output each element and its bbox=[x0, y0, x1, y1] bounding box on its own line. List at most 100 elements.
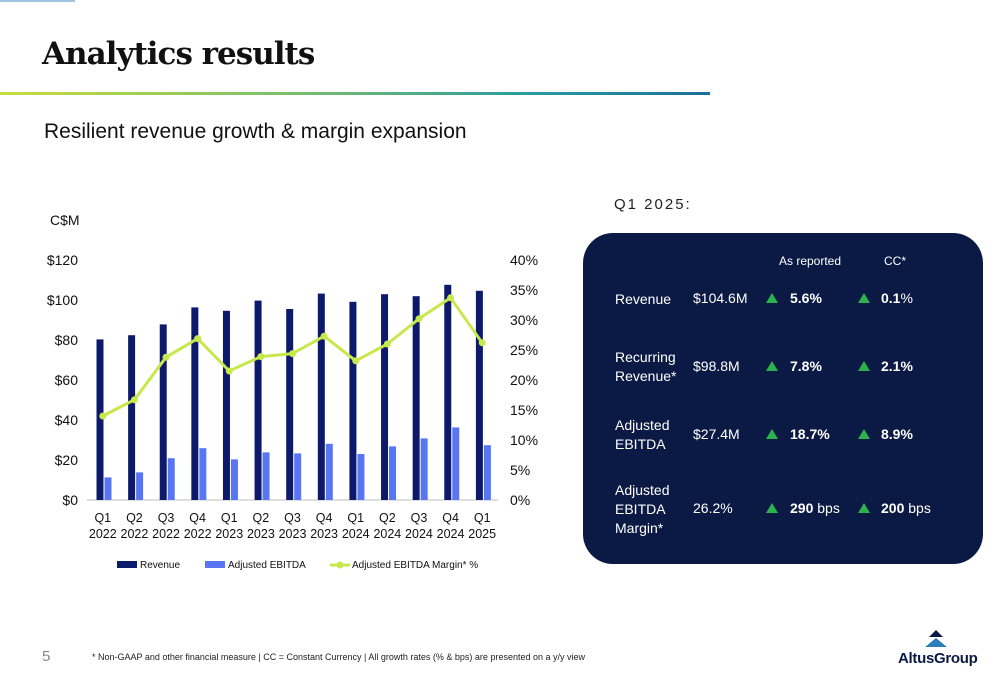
x-axis-tick-label: 2022 bbox=[89, 527, 117, 541]
revenue-bar bbox=[191, 307, 199, 500]
kpi-period-label: Q1 2025: bbox=[614, 196, 692, 213]
x-axis-tick-label: Q1 bbox=[221, 511, 238, 525]
right-axis-tick-label: 40% bbox=[510, 252, 538, 268]
x-axis-tick-label: Q4 bbox=[189, 511, 206, 525]
right-axis-tick-label: 20% bbox=[510, 372, 538, 388]
kpi-col-as-reported: As reported bbox=[779, 254, 842, 268]
adjusted-ebitda-bar bbox=[104, 477, 112, 500]
left-axis-tick-label: $40 bbox=[55, 412, 79, 428]
revenue-bar bbox=[159, 324, 167, 500]
adjusted-ebitda-margin-point bbox=[130, 396, 138, 404]
x-axis-tick-label: Q1 bbox=[94, 511, 111, 525]
adjusted-ebitda-bar bbox=[389, 446, 397, 500]
revenue-bar bbox=[128, 335, 136, 500]
up-arrow-icon bbox=[766, 503, 778, 513]
kpi-value-adjusted-ebitda: $27.4M bbox=[693, 426, 740, 442]
x-axis-tick-label: 2024 bbox=[437, 527, 465, 541]
kpi-panel: As reported CC* Revenue $104.6M 5.6% 0.1… bbox=[583, 233, 983, 564]
x-axis-tick-label: 2022 bbox=[184, 527, 212, 541]
kpi-col-cc: CC* bbox=[884, 254, 907, 268]
kpi-value-recurring-revenue: $98.8M bbox=[693, 358, 740, 374]
footnote: * Non-GAAP and other financial measure |… bbox=[92, 652, 585, 662]
x-axis-tick-label: 2025 bbox=[468, 527, 496, 541]
legend-swatch-adjusted-ebitda bbox=[205, 561, 225, 568]
right-axis-tick-label: 15% bbox=[510, 402, 538, 418]
adjusted-ebitda-bar bbox=[452, 427, 460, 500]
adjusted-ebitda-margin-point bbox=[162, 353, 170, 361]
up-arrow-icon bbox=[858, 361, 870, 371]
logo-mark-icon bbox=[925, 630, 947, 647]
kpi-cc-adjusted-ebitda: 8.9% bbox=[881, 426, 913, 442]
up-arrow-icon bbox=[766, 293, 778, 303]
right-axis-tick-label: 25% bbox=[510, 342, 538, 358]
x-axis-tick-label: Q2 bbox=[379, 511, 396, 525]
page-number: 5 bbox=[42, 648, 51, 665]
legend-label-revenue: Revenue bbox=[140, 560, 180, 571]
adjusted-ebitda-margin-point bbox=[225, 367, 233, 375]
adjusted-ebitda-margin-point bbox=[289, 350, 296, 358]
x-axis-tick-label: 2023 bbox=[215, 527, 243, 541]
kpi-cc-recurring-revenue: 2.1% bbox=[881, 358, 913, 374]
adjusted-ebitda-bar bbox=[294, 453, 302, 500]
up-arrow-icon bbox=[858, 429, 870, 439]
kpi-label-revenue: Revenue bbox=[615, 291, 672, 307]
legend-label-adjusted-ebitda-margin: Adjusted EBITDA Margin* % bbox=[352, 560, 478, 571]
adjusted-ebitda-margin-point bbox=[478, 339, 486, 347]
adjusted-ebitda-margin-point bbox=[352, 357, 360, 365]
x-axis-tick-label: Q3 bbox=[284, 511, 301, 525]
legend-swatch-revenue bbox=[117, 561, 137, 568]
x-axis-tick-label: 2024 bbox=[405, 527, 433, 541]
right-axis-tick-label: 35% bbox=[510, 282, 538, 298]
x-axis-tick-label: Q3 bbox=[411, 511, 428, 525]
adjusted-ebitda-bar bbox=[199, 448, 207, 500]
adjusted-ebitda-bar bbox=[325, 443, 333, 500]
left-axis-tick-label: $100 bbox=[47, 292, 78, 308]
page-subtitle: Resilient revenue growth & margin expans… bbox=[44, 120, 467, 143]
legend-marker-adjusted-ebitda-margin bbox=[336, 561, 344, 569]
title-gradient-rule bbox=[0, 92, 710, 95]
y-axis-unit-label: C$M bbox=[50, 212, 80, 228]
kpi-value-revenue: $104.6M bbox=[693, 290, 748, 306]
revenue-bar bbox=[317, 293, 325, 500]
up-arrow-icon bbox=[766, 361, 778, 371]
kpi-reported-adjusted-ebitda: 18.7% bbox=[790, 426, 830, 442]
x-axis-tick-label: 2024 bbox=[373, 527, 401, 541]
x-axis-tick-label: Q1 bbox=[474, 511, 491, 525]
x-axis-tick-label: Q4 bbox=[442, 511, 459, 525]
x-axis-tick-label: Q4 bbox=[316, 511, 333, 525]
revenue-bar bbox=[381, 294, 389, 500]
kpi-value-adjusted-ebitda-margin: 26.2% bbox=[693, 500, 733, 516]
revenue-bar bbox=[349, 301, 357, 500]
right-axis-tick-label: 30% bbox=[510, 312, 538, 328]
kpi-label-adjusted-ebitda: Adjusted EBITDA bbox=[615, 417, 670, 452]
up-arrow-icon bbox=[766, 429, 778, 439]
revenue-bar bbox=[96, 339, 104, 500]
kpi-label-recurring-revenue: Recurring Revenue* bbox=[615, 349, 677, 384]
adjusted-ebitda-bar bbox=[357, 454, 365, 500]
right-axis-tick-label: 5% bbox=[510, 462, 530, 478]
revenue-bar bbox=[286, 309, 294, 500]
x-axis-tick-label: 2023 bbox=[279, 527, 307, 541]
kpi-cc-revenue: 0.1% bbox=[881, 290, 913, 306]
left-axis-tick-label: $20 bbox=[55, 452, 79, 468]
kpi-cc-adjusted-ebitda-margin: 200 bps bbox=[881, 500, 931, 516]
kpi-reported-recurring-revenue: 7.8% bbox=[790, 358, 822, 374]
x-axis-tick-label: 2023 bbox=[247, 527, 275, 541]
adjusted-ebitda-margin-point bbox=[320, 332, 328, 340]
right-axis-tick-label: 0% bbox=[510, 492, 530, 508]
revenue-bar bbox=[412, 296, 420, 500]
adjusted-ebitda-bar bbox=[262, 452, 270, 500]
x-axis-tick-label: 2022 bbox=[121, 527, 149, 541]
adjusted-ebitda-bar bbox=[167, 458, 175, 500]
kpi-reported-revenue: 5.6% bbox=[790, 290, 822, 306]
left-axis-tick-label: $0 bbox=[62, 492, 78, 508]
legend-label-adjusted-ebitda: Adjusted EBITDA bbox=[228, 560, 306, 571]
adjusted-ebitda-bar bbox=[483, 445, 491, 500]
x-axis-tick-label: Q3 bbox=[158, 511, 175, 525]
adjusted-ebitda-margin-point bbox=[194, 335, 202, 343]
top-accent-line bbox=[0, 0, 75, 2]
kpi-label-adjusted-ebitda-margin: Adjusted EBITDA Margin* bbox=[615, 482, 670, 536]
altus-group-logo: AltusGroup bbox=[898, 628, 978, 670]
revenue-bar bbox=[254, 300, 262, 500]
adjusted-ebitda-bar bbox=[420, 438, 428, 500]
